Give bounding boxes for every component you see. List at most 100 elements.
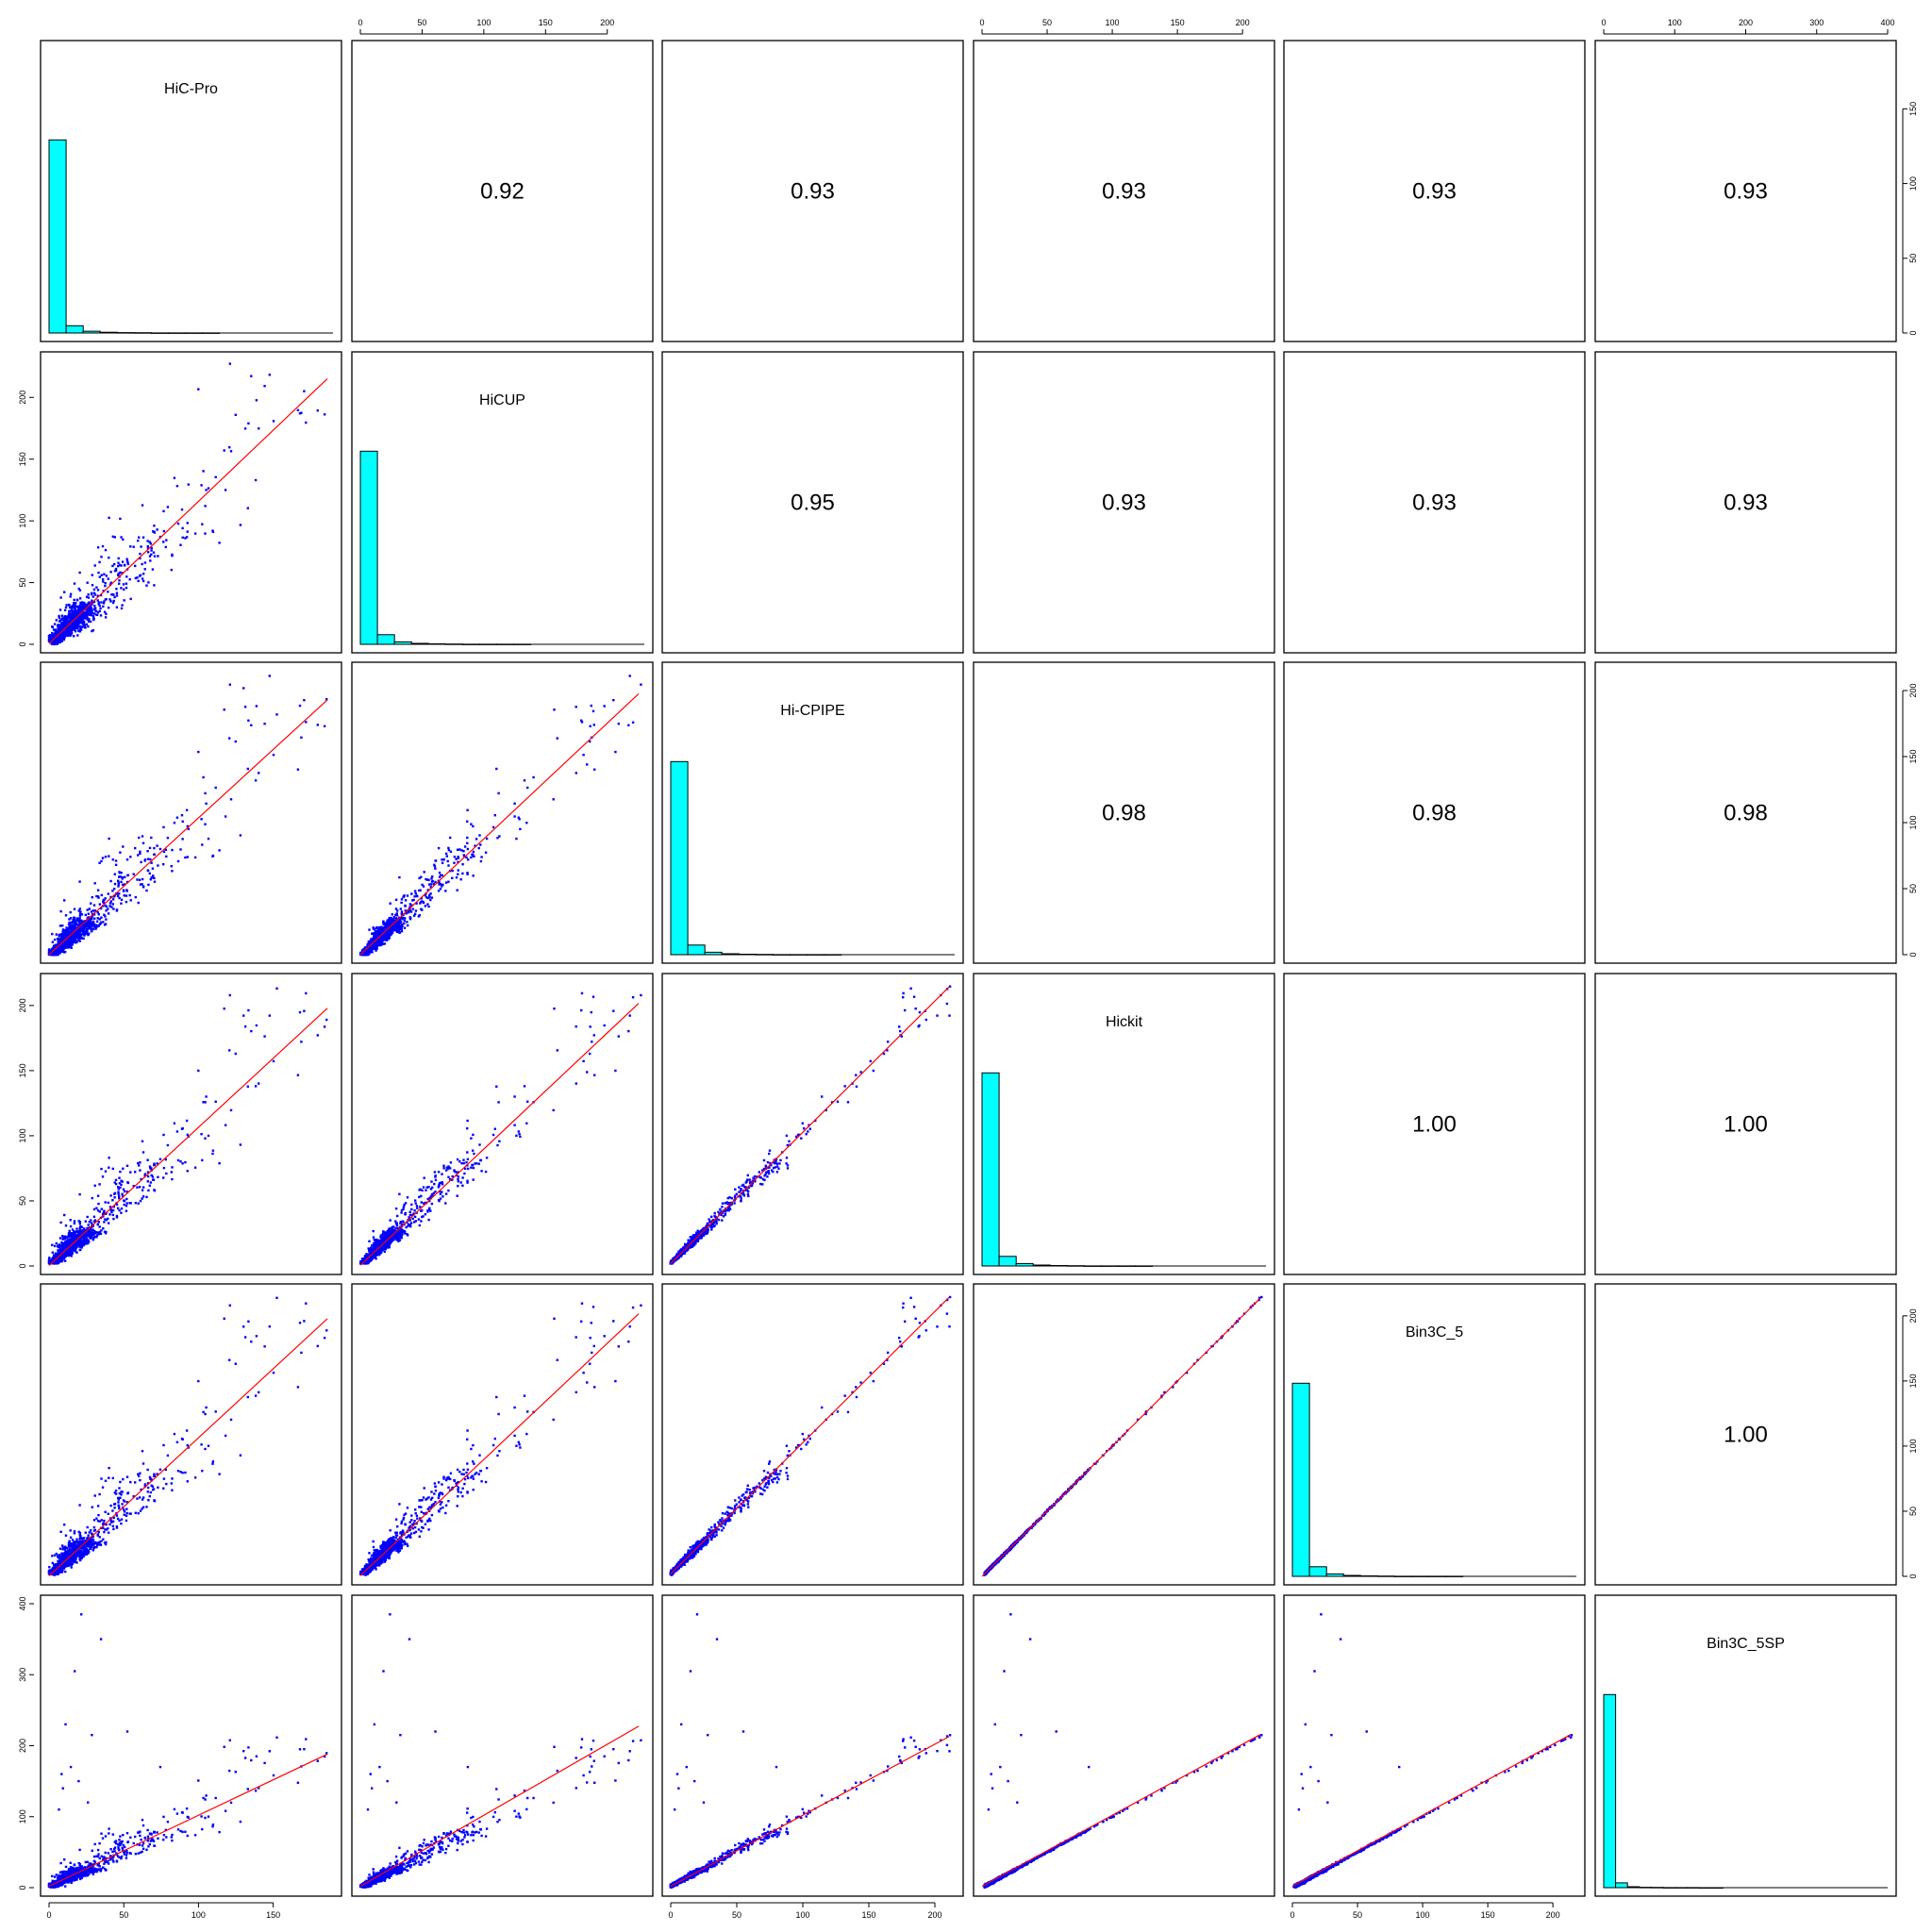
scatter-point (589, 724, 591, 727)
scatter-point (118, 1208, 121, 1212)
scatter-point (462, 850, 465, 853)
scatter-point (69, 634, 72, 637)
scatter-point (640, 683, 642, 686)
scatter-point (96, 895, 100, 898)
correlation-value: 0.93 (1412, 491, 1457, 516)
scatter-point (75, 929, 78, 932)
scatter-point (118, 579, 121, 582)
scatter-point (63, 634, 66, 638)
scatter-point (113, 1191, 117, 1194)
scatter-point (255, 399, 258, 402)
scatter-point (51, 941, 54, 943)
scatter-point (152, 874, 155, 877)
scatter-point (111, 1167, 114, 1171)
scatter-point (211, 530, 215, 533)
scatter-point (193, 1166, 197, 1169)
scatter-point (532, 775, 535, 779)
scatter-point (103, 913, 106, 916)
scatter-point (49, 636, 52, 639)
scatter-point (300, 411, 303, 414)
scatter-point (373, 942, 376, 945)
scatter-point (107, 577, 109, 580)
scatter-point (162, 863, 165, 866)
scatter-point (171, 870, 174, 873)
scatter-point (88, 620, 91, 623)
scatter-point (68, 928, 71, 931)
scatter-point (366, 942, 369, 946)
scatter-point (98, 903, 101, 906)
scatter-point (453, 856, 457, 858)
scatter-point (56, 638, 58, 641)
scatter-point (376, 932, 379, 936)
scatter-point (459, 878, 462, 881)
scatter-point (316, 724, 319, 726)
scatter-point (139, 852, 142, 856)
scatter-point (149, 559, 152, 562)
scatter-point (96, 594, 99, 597)
scatter-point (65, 927, 68, 931)
scatter-point (118, 871, 121, 874)
scatter-point (111, 601, 115, 605)
scatter-point (254, 478, 258, 482)
scatter-point (85, 927, 89, 931)
scatter-point (104, 1201, 107, 1204)
scatter-point (298, 704, 302, 708)
scatter-point (423, 871, 425, 874)
scatter-point (104, 1232, 108, 1235)
scatter-point (84, 913, 87, 917)
scatter-point (77, 909, 80, 912)
scatter-point (391, 920, 394, 923)
scatter-point (223, 1008, 225, 1010)
scatter-point (68, 918, 71, 921)
scatter-point (234, 1052, 237, 1056)
scatter-point (148, 1184, 151, 1187)
scatter-point (52, 944, 56, 947)
scatter-point (60, 640, 64, 642)
scatter-point (102, 590, 105, 592)
scatter-point (98, 1183, 101, 1186)
scatter-point (71, 627, 74, 631)
scatter-point (204, 1101, 207, 1104)
scatter-point (52, 641, 55, 644)
scatter-point (96, 589, 100, 591)
scatter-point (125, 890, 128, 892)
scatter-point (418, 876, 421, 880)
scatter-point (125, 575, 128, 578)
scatter-point (427, 905, 430, 908)
scatter-point (102, 580, 105, 583)
scatter-point (70, 607, 74, 610)
scatter-point (52, 953, 55, 957)
scatter-point (523, 779, 526, 782)
scatter-point (78, 940, 81, 942)
scatter-point (72, 919, 75, 922)
scatter-point (84, 604, 88, 607)
scatter-point (61, 945, 64, 948)
scatter-point (139, 1199, 142, 1203)
scatter-point (104, 915, 107, 918)
scatter-point (62, 936, 65, 939)
scatter-point (303, 1009, 306, 1012)
scatter-point (526, 786, 529, 790)
scatter-point (87, 920, 90, 924)
scatter-point (73, 603, 76, 606)
scatter-point (247, 422, 250, 425)
scatter-point (84, 1220, 87, 1223)
scatter-point (59, 941, 62, 944)
scatter-point (91, 930, 93, 933)
scatter-point (120, 872, 123, 874)
scatter-point (268, 675, 271, 677)
scatter-point (47, 948, 51, 952)
scatter-point (580, 719, 583, 722)
scatter-point (197, 388, 200, 391)
scatter-point (147, 1189, 150, 1192)
scatter-point (83, 934, 86, 937)
scatter-point (64, 606, 68, 609)
scatter-point (123, 1203, 125, 1207)
scatter-point (118, 573, 121, 575)
scatter-point (83, 624, 87, 626)
scatter-point (141, 883, 143, 886)
scatter-point (73, 622, 76, 625)
histogram-bar (670, 760, 689, 956)
scatter-point (472, 874, 475, 877)
scatter-point (142, 886, 145, 889)
